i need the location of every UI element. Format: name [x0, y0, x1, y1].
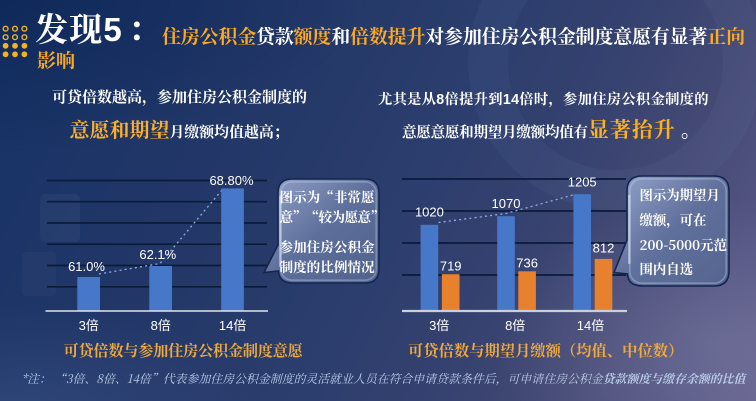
svg-text:1070: 1070: [492, 196, 521, 211]
svg-text:736: 736: [516, 256, 538, 271]
svg-text:14倍: 14倍: [219, 318, 246, 333]
svg-text:719: 719: [440, 259, 462, 274]
svg-text:3倍: 3倍: [429, 318, 449, 333]
svg-text:8倍: 8倍: [151, 318, 171, 333]
svg-text:1205: 1205: [568, 175, 597, 190]
svg-text:1020: 1020: [415, 205, 444, 220]
svg-text:62.1%: 62.1%: [139, 247, 176, 262]
svg-text:68.80%: 68.80%: [209, 173, 254, 188]
svg-text:61.0%: 61.0%: [68, 259, 105, 274]
svg-text:14倍: 14倍: [577, 318, 604, 333]
svg-text:3倍: 3倍: [79, 318, 99, 333]
svg-text:812: 812: [593, 241, 615, 256]
svg-text:8倍: 8倍: [505, 318, 525, 333]
